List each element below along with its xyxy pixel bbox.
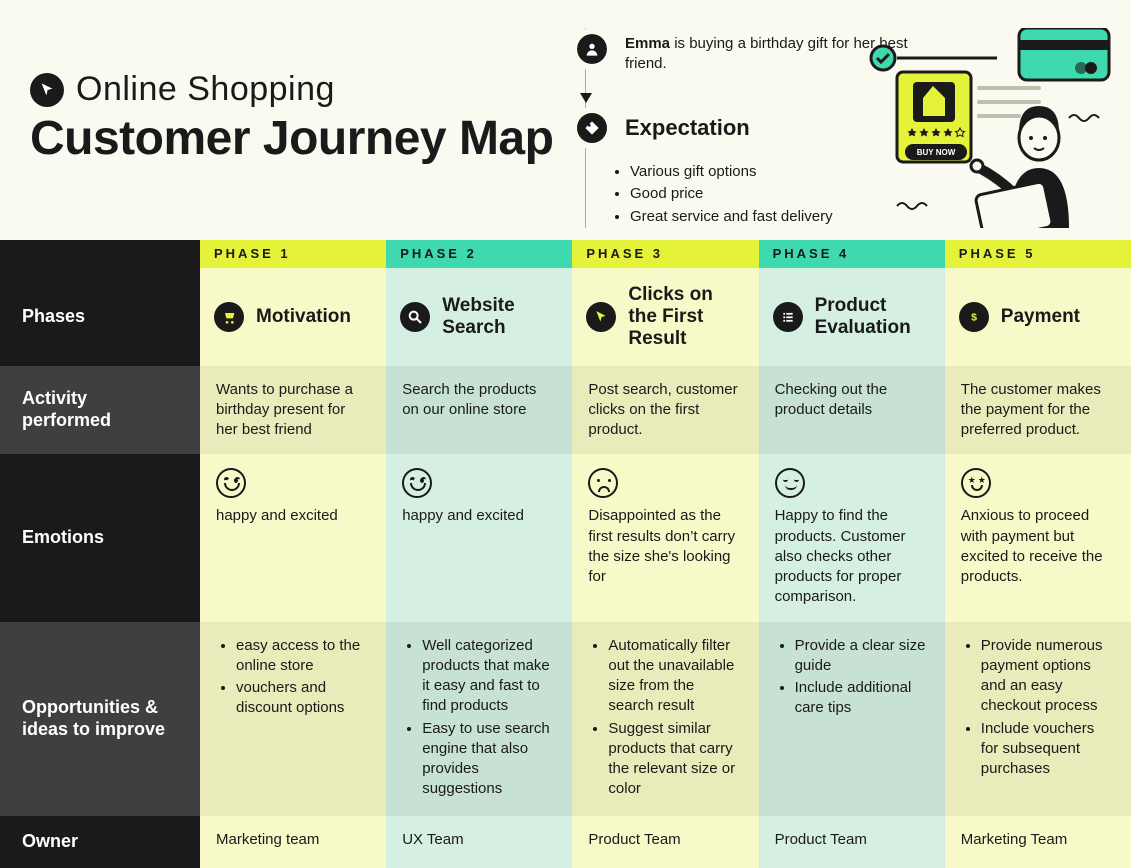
phase-tag: PHASE 2 <box>386 240 572 268</box>
journey-grid: PHASE 1 PHASE 2 PHASE 3 PHASE 4 PHASE 5 … <box>0 240 1131 868</box>
expectation-list: Various gift options Good price Great se… <box>586 161 915 229</box>
phase-tag: PHASE 1 <box>200 240 386 268</box>
emotion-cell: happy and excited <box>386 454 572 621</box>
opportunity-cell: Provide numerous payment options and an … <box>945 622 1131 816</box>
list-item: Suggest similar products that carry the … <box>608 719 742 800</box>
phase-head: Website Search <box>386 268 572 366</box>
buy-now-label: BUY NOW <box>917 148 956 157</box>
emotion-text: happy and excited <box>402 506 556 526</box>
emotion-text: Disappointed as the first results don’t … <box>588 506 742 587</box>
title-big: Customer Journey Map <box>30 111 553 166</box>
smile-face-icon <box>775 468 805 498</box>
person-icon <box>571 28 613 70</box>
phase-title: Product Evaluation <box>815 295 931 339</box>
list-item: Easy to use search engine that also prov… <box>422 719 556 800</box>
emotion-cell: Disappointed as the first results don’t … <box>572 454 758 621</box>
row-label-opportunities: Opportunities & ideas to improve <box>0 622 200 816</box>
emotion-cell: Happy to find the products. Customer als… <box>759 454 945 621</box>
list-item: Include vouchers for subsequent purchase… <box>981 719 1115 780</box>
owner-cell: Marketing team <box>200 816 386 868</box>
activity-cell: Wants to purchase a birthday present for… <box>200 366 386 455</box>
illustration: BUY NOW <box>869 28 1119 228</box>
header: Online Shopping Customer Journey Map Emm… <box>0 0 1131 240</box>
list-item: Well categorized products that make it e… <box>422 636 556 717</box>
activity-cell: Search the products on our online store <box>386 366 572 455</box>
opportunity-cell: Automatically filter out the unavailable… <box>572 622 758 816</box>
phase-title: Motivation <box>256 306 351 328</box>
arrow-down-icon <box>580 93 592 103</box>
list-item: Automatically filter out the unavailable… <box>608 636 742 717</box>
list-item: Include additional care tips <box>795 678 929 719</box>
list-icon <box>773 302 803 332</box>
phase-tag: PHASE 5 <box>945 240 1131 268</box>
svg-text:$: $ <box>971 311 977 323</box>
owner-cell: UX Team <box>386 816 572 868</box>
list-item: vouchers and discount options <box>236 678 370 719</box>
row-label-emotions: Emotions <box>0 454 200 621</box>
row-label-blank <box>0 240 200 268</box>
emotion-text: Happy to find the products. Customer als… <box>775 506 929 607</box>
phase-title: Clicks on the First Result <box>628 284 744 350</box>
emotion-text: happy and excited <box>216 506 370 526</box>
persona-block: Emma is buying a birthday gift for her b… <box>585 28 915 228</box>
row-label-owner: Owner <box>0 816 200 868</box>
phase-title: Website Search <box>442 295 558 339</box>
cursor-icon <box>30 73 64 107</box>
activity-cell: Checking out the product details <box>759 366 945 455</box>
phase-head: Clicks on the First Result <box>572 268 758 366</box>
title-small: Online Shopping <box>76 70 335 109</box>
phase-head: Product Evaluation <box>759 268 945 366</box>
owner-cell: Product Team <box>572 816 758 868</box>
row-label-activity: Activity performed <box>0 366 200 455</box>
list-item: Provide a clear size guide <box>795 636 929 677</box>
dollar-icon: $ <box>959 302 989 332</box>
phase-title: Payment <box>1001 306 1080 328</box>
happy-face-icon <box>216 468 246 498</box>
star-face-icon: ★★ <box>961 468 991 498</box>
cursor-icon <box>586 302 616 332</box>
phase-tag: PHASE 4 <box>759 240 945 268</box>
happy-face-icon <box>402 468 432 498</box>
row-label-phases: Phases <box>0 268 200 366</box>
opportunity-cell: Well categorized products that make it e… <box>386 622 572 816</box>
phase-head: Motivation <box>200 268 386 366</box>
tag-icon <box>571 107 613 149</box>
emotion-cell: happy and excited <box>200 454 386 621</box>
opportunity-cell: easy access to the online storevouchers … <box>200 622 386 816</box>
phase-tag: PHASE 3 <box>572 240 758 268</box>
owner-cell: Marketing Team <box>945 816 1131 868</box>
activity-cell: The customer makes the payment for the p… <box>945 366 1131 455</box>
persona-name: Emma <box>625 35 670 52</box>
search-icon <box>400 302 430 332</box>
activity-cell: Post search, customer clicks on the firs… <box>572 366 758 455</box>
owner-cell: Product Team <box>759 816 945 868</box>
emotion-text: Anxious to proceed with payment but exci… <box>961 506 1115 587</box>
list-item: Provide numerous payment options and an … <box>981 636 1115 717</box>
expectation-title: Expectation <box>625 115 750 141</box>
title-block: Online Shopping Customer Journey Map <box>30 70 553 166</box>
emotion-cell: ★★ Anxious to proceed with payment but e… <box>945 454 1131 621</box>
list-item: easy access to the online store <box>236 636 370 677</box>
cart-icon <box>214 302 244 332</box>
sad-face-icon <box>588 468 618 498</box>
phase-head: $ Payment <box>945 268 1131 366</box>
opportunity-cell: Provide a clear size guideInclude additi… <box>759 622 945 816</box>
